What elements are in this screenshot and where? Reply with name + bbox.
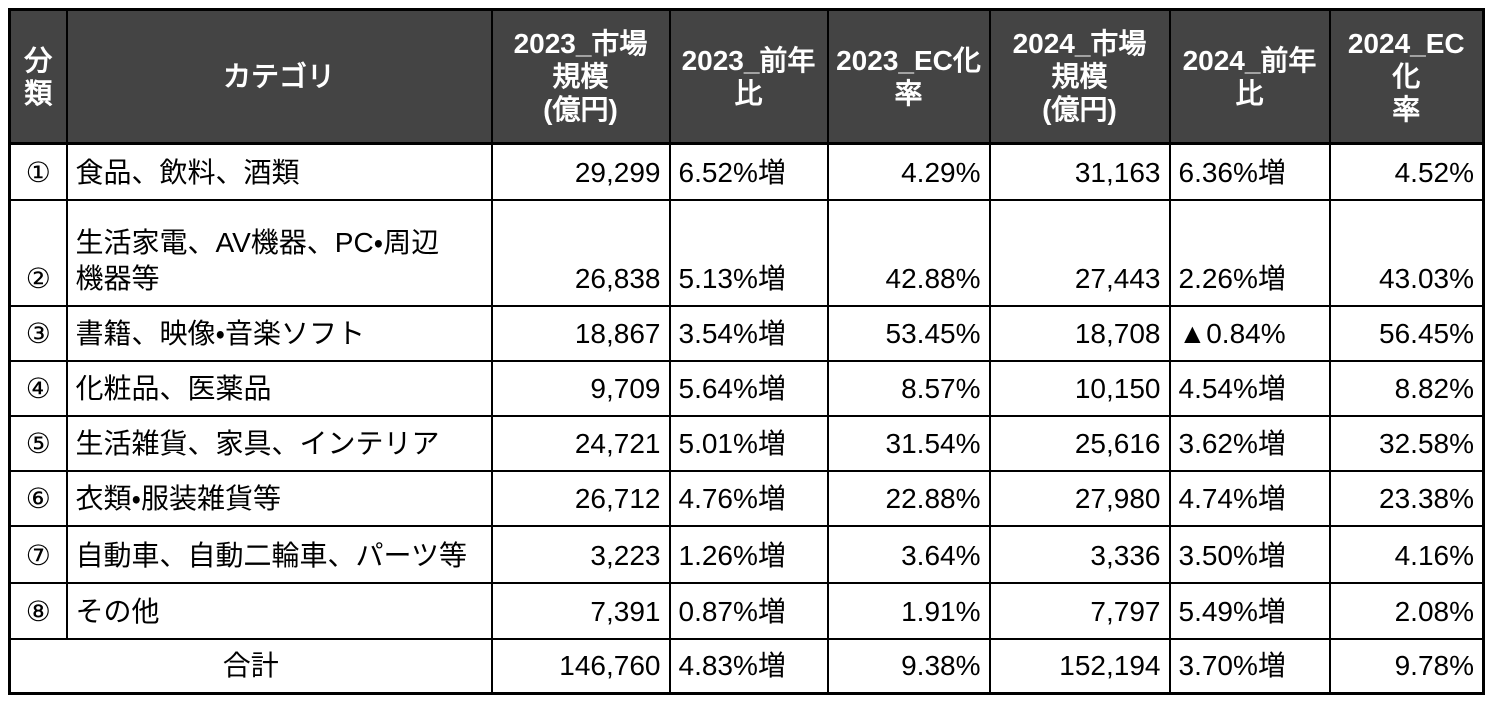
cell-market-size-2023: 29,299: [490, 142, 671, 201]
cell-ec-rate-2024: 8.82%: [1328, 359, 1485, 417]
column-header-market-size-2024: 2024_市場 規模 (億円): [988, 8, 1171, 145]
category-name: 化粧品、医薬品: [65, 359, 493, 417]
cell-market-size-2023: 18,867: [490, 304, 671, 362]
cell-yoy-2023: 4.76%増: [668, 469, 829, 527]
cell-yoy-2023: 5.13%増: [668, 198, 829, 307]
cell-yoy-2023: 1.26%増: [668, 524, 829, 584]
cell-ec-rate-2024: 2.08%: [1328, 581, 1485, 640]
ec-market-table-sheet: 分 類 カテゴリ 2023_市場 規模 (億円) 2023_前年 比 2023_…: [8, 8, 1485, 695]
cell-market-size-2023: 9,709: [490, 359, 671, 417]
category-name: 生活家電、AV機器、PC・周辺 機器等: [65, 198, 493, 307]
cell-ec-rate-2024: 23.38%: [1328, 469, 1485, 527]
classification-number: ②: [8, 198, 68, 307]
cell-ec-rate-2024: 4.16%: [1328, 524, 1485, 584]
cell-market-size-2024: 10,150: [988, 359, 1171, 417]
total-ec-rate-2023: 9.38%: [826, 637, 991, 695]
cell-ec-rate-2023: 53.45%: [826, 304, 991, 362]
classification-number: ⑥: [8, 469, 68, 527]
cell-yoy-2024: 4.74%増: [1168, 469, 1331, 527]
table-row: ① 食品、飲料、酒類 29,299 6.52%増 4.29% 31,163 6.36%増 4.…: [8, 142, 1485, 201]
table-row: ④ 化粧品、医薬品 9,709 5.64%増 8.57% 10,150 4.54%増 8.82…: [8, 359, 1485, 417]
classification-number: ⑤: [8, 414, 68, 472]
category-name: 自動車、自動二輪車、パーツ等: [65, 524, 493, 584]
total-market-size-2024: 152,194: [988, 637, 1171, 695]
cell-market-size-2024: 25,616: [988, 414, 1171, 472]
cell-market-size-2023: 24,721: [490, 414, 671, 472]
table-row: ② 生活家電、AV機器、PC・周辺 機器等 26,838 5.13%増 42.88% 27…: [8, 198, 1485, 307]
column-header-classification: 分 類: [8, 8, 68, 145]
classification-number: ③: [8, 304, 68, 362]
category-name: 衣類・服装雑貨等: [65, 469, 493, 527]
classification-number: ⑧: [8, 581, 68, 640]
cell-market-size-2024: 27,980: [988, 469, 1171, 527]
cell-market-size-2023: 3,223: [490, 524, 671, 584]
cell-ec-rate-2024: 4.52%: [1328, 142, 1485, 201]
table-row: ⑧ その他 7,391 0.87%増 1.91% 7,797 5.49%増 2.08%: [8, 581, 1485, 640]
cell-ec-rate-2023: 1.91%: [826, 581, 991, 640]
column-header-market-size-2023: 2023_市場 規模 (億円): [490, 8, 671, 145]
cell-yoy-2024: 2.26%増: [1168, 198, 1331, 307]
cell-yoy-2023: 0.87%増: [668, 581, 829, 640]
total-yoy-2023: 4.83%増: [668, 637, 829, 695]
classification-number: ①: [8, 142, 68, 201]
table-row: ⑥ 衣類・服装雑貨等 26,712 4.76%増 22.88% 27,980 4.74%増 2…: [8, 469, 1485, 527]
cell-ec-rate-2023: 31.54%: [826, 414, 991, 472]
cell-ec-rate-2023: 4.29%: [826, 142, 991, 201]
cell-market-size-2023: 26,712: [490, 469, 671, 527]
cell-yoy-2024: 5.49%増: [1168, 581, 1331, 640]
classification-number: ⑦: [8, 524, 68, 584]
classification-number: ④: [8, 359, 68, 417]
cell-market-size-2024: 31,163: [988, 142, 1171, 201]
column-header-ec-rate-2024: 2024_EC化 率: [1328, 8, 1485, 145]
cell-ec-rate-2024: 56.45%: [1328, 304, 1485, 362]
cell-yoy-2023: 5.01%増: [668, 414, 829, 472]
cell-market-size-2024: 18,708: [988, 304, 1171, 362]
cell-yoy-2024: ▲0.84%: [1168, 304, 1331, 362]
cell-market-size-2024: 27,443: [988, 198, 1171, 307]
category-name: 食品、飲料、酒類: [65, 142, 493, 201]
column-header-yoy-2024: 2024_前年 比: [1168, 8, 1331, 145]
cell-market-size-2024: 3,336: [988, 524, 1171, 584]
cell-yoy-2024: 3.50%増: [1168, 524, 1331, 584]
total-label: 合計: [8, 637, 493, 695]
cell-yoy-2024: 4.54%増: [1168, 359, 1331, 417]
category-name: 書籍、映像・音楽ソフト: [65, 304, 493, 362]
category-name: 生活雑貨、家具、インテリア: [65, 414, 493, 472]
column-header-yoy-2023: 2023_前年 比: [668, 8, 829, 145]
cell-market-size-2023: 7,391: [490, 581, 671, 640]
column-header-ec-rate-2023: 2023_EC化 率: [826, 8, 991, 145]
cell-market-size-2023: 26,838: [490, 198, 671, 307]
total-row: 合計 146,760 4.83%増 9.38% 152,194 3.70%増 9.78%: [8, 637, 1485, 695]
cell-market-size-2024: 7,797: [988, 581, 1171, 640]
total-ec-rate-2024: 9.78%: [1328, 637, 1485, 695]
table-row: ⑤ 生活雑貨、家具、インテリア 24,721 5.01%増 31.54% 25,616 3.…: [8, 414, 1485, 472]
cell-ec-rate-2023: 8.57%: [826, 359, 991, 417]
cell-yoy-2024: 6.36%増: [1168, 142, 1331, 201]
total-market-size-2023: 146,760: [490, 637, 671, 695]
header-row: 分 類 カテゴリ 2023_市場 規模 (億円) 2023_前年 比 2023_…: [8, 8, 1485, 145]
ec-market-table: 分 類 カテゴリ 2023_市場 規模 (億円) 2023_前年 比 2023_…: [8, 8, 1485, 695]
table-row: ⑦ 自動車、自動二輪車、パーツ等 3,223 1.26%増 3.64% 3,336 3.50…: [8, 524, 1485, 584]
cell-ec-rate-2024: 32.58%: [1328, 414, 1485, 472]
total-yoy-2024: 3.70%増: [1168, 637, 1331, 695]
cell-ec-rate-2023: 3.64%: [826, 524, 991, 584]
cell-ec-rate-2024: 43.03%: [1328, 198, 1485, 307]
table-row: ③ 書籍、映像・音楽ソフト 18,867 3.54%増 53.45% 18,708 ▲0.8…: [8, 304, 1485, 362]
cell-yoy-2024: 3.62%増: [1168, 414, 1331, 472]
category-name: その他: [65, 581, 493, 640]
cell-ec-rate-2023: 22.88%: [826, 469, 991, 527]
cell-yoy-2023: 6.52%増: [668, 142, 829, 201]
column-header-category: カテゴリ: [65, 8, 493, 145]
cell-yoy-2023: 3.54%増: [668, 304, 829, 362]
cell-yoy-2023: 5.64%増: [668, 359, 829, 417]
cell-ec-rate-2023: 42.88%: [826, 198, 991, 307]
